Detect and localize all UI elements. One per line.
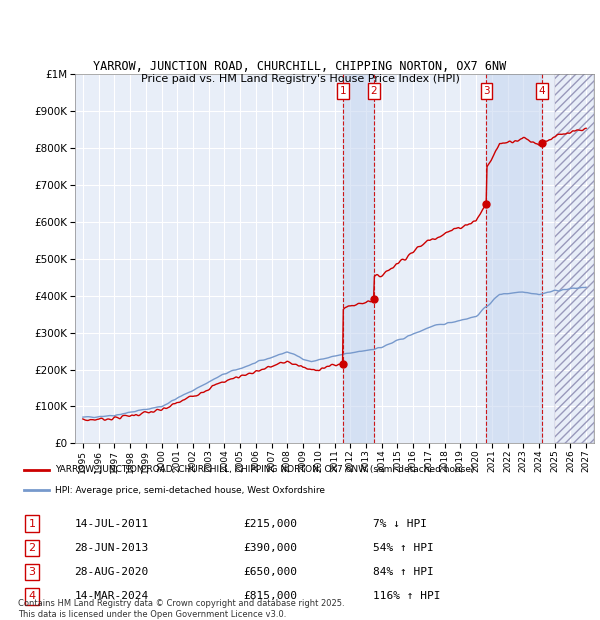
Text: Price paid vs. HM Land Registry's House Price Index (HPI): Price paid vs. HM Land Registry's House … — [140, 74, 460, 84]
Text: 4: 4 — [29, 591, 35, 601]
Bar — [487, 74, 542, 443]
Text: 116% ↑ HPI: 116% ↑ HPI — [373, 591, 441, 601]
Text: 4: 4 — [539, 86, 545, 96]
Bar — [343, 74, 374, 443]
Text: 14-JUL-2011: 14-JUL-2011 — [74, 519, 149, 529]
Text: 28-AUG-2020: 28-AUG-2020 — [74, 567, 149, 577]
Bar — [554, 74, 594, 443]
Text: 3: 3 — [29, 567, 35, 577]
Text: 2: 2 — [29, 543, 35, 553]
Text: 1: 1 — [340, 86, 346, 96]
Text: YARROW, JUNCTION ROAD, CHURCHILL, CHIPPING NORTON, OX7 6NW: YARROW, JUNCTION ROAD, CHURCHILL, CHIPPI… — [94, 60, 506, 73]
Text: 54% ↑ HPI: 54% ↑ HPI — [373, 543, 434, 553]
Text: £215,000: £215,000 — [244, 519, 298, 529]
Text: 28-JUN-2013: 28-JUN-2013 — [74, 543, 149, 553]
Text: 1: 1 — [29, 519, 35, 529]
Text: 7% ↓ HPI: 7% ↓ HPI — [373, 519, 427, 529]
Text: £815,000: £815,000 — [244, 591, 298, 601]
Text: Contains HM Land Registry data © Crown copyright and database right 2025.
This d: Contains HM Land Registry data © Crown c… — [18, 600, 344, 619]
Text: 84% ↑ HPI: 84% ↑ HPI — [373, 567, 434, 577]
Text: 3: 3 — [483, 86, 490, 96]
Text: YARROW, JUNCTION ROAD, CHURCHILL, CHIPPING NORTON, OX7 6NW (semi-detached house): YARROW, JUNCTION ROAD, CHURCHILL, CHIPPI… — [55, 465, 474, 474]
Text: 2: 2 — [370, 86, 377, 96]
Text: HPI: Average price, semi-detached house, West Oxfordshire: HPI: Average price, semi-detached house,… — [55, 485, 325, 495]
Text: £390,000: £390,000 — [244, 543, 298, 553]
Text: £650,000: £650,000 — [244, 567, 298, 577]
Text: 14-MAR-2024: 14-MAR-2024 — [74, 591, 149, 601]
